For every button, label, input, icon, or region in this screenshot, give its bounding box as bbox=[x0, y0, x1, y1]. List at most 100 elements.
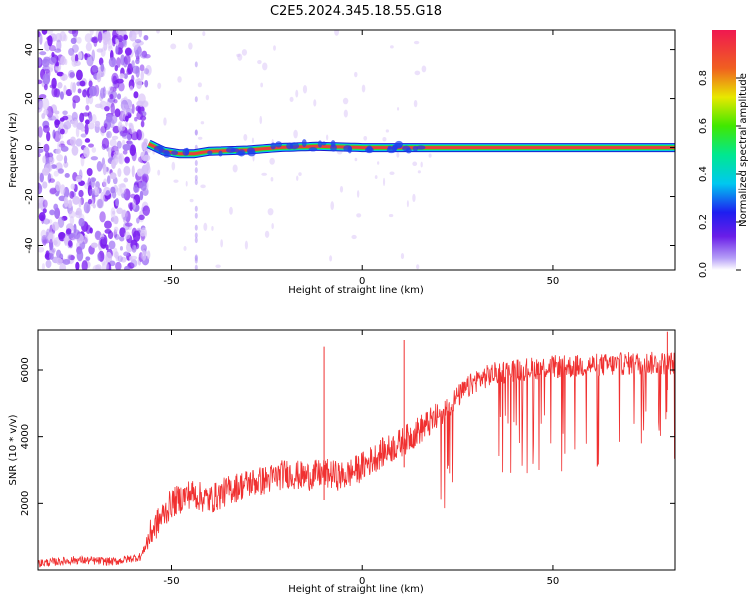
noise-blob bbox=[194, 237, 198, 244]
noise-blob bbox=[141, 141, 147, 151]
noise-blob bbox=[100, 125, 107, 134]
noise-blob bbox=[117, 155, 123, 164]
noise-blob bbox=[194, 212, 198, 219]
noise-blob bbox=[115, 261, 122, 270]
noise-blob bbox=[124, 47, 132, 56]
noise-blob bbox=[389, 171, 395, 176]
noise-blob bbox=[342, 97, 349, 105]
noise-blob bbox=[131, 244, 137, 253]
noise-blob bbox=[38, 57, 42, 67]
noise-blob bbox=[194, 179, 198, 186]
noise-blob bbox=[51, 77, 57, 89]
noise-blob bbox=[91, 113, 97, 124]
noise-blob bbox=[354, 71, 358, 78]
noise-blob bbox=[397, 107, 400, 111]
noise-blob bbox=[122, 149, 128, 155]
noise-blob bbox=[261, 172, 268, 176]
noise-blob bbox=[131, 60, 135, 69]
noise-blob bbox=[75, 138, 83, 147]
noise-blob bbox=[296, 175, 299, 181]
noise-blob bbox=[414, 70, 421, 76]
noise-blob bbox=[45, 149, 49, 161]
noise-blob bbox=[197, 82, 202, 88]
noise-blob bbox=[76, 36, 82, 44]
noise-blob bbox=[85, 42, 93, 52]
noise-blob bbox=[84, 33, 93, 43]
colorbar-tick-label: 0.8 bbox=[698, 70, 709, 86]
noise-blob bbox=[194, 174, 198, 181]
noise-blob bbox=[382, 137, 387, 142]
snr-frame bbox=[37, 329, 676, 571]
noise-blob bbox=[60, 55, 66, 66]
noise-blob bbox=[183, 245, 187, 251]
ridge-blob bbox=[330, 143, 337, 152]
noise-blob bbox=[99, 211, 106, 223]
noise-blob bbox=[109, 172, 117, 180]
noise-blob bbox=[356, 190, 360, 198]
noise-blob bbox=[55, 148, 61, 155]
noise-blob bbox=[80, 155, 85, 167]
noise-blob bbox=[390, 45, 394, 49]
noise-blob bbox=[75, 175, 82, 183]
ridge-blob bbox=[321, 141, 327, 146]
colorbar-label: Normalized spectral amplitude bbox=[738, 73, 749, 227]
noise-blob bbox=[53, 239, 58, 246]
noise-blob bbox=[313, 99, 317, 107]
noise-blob bbox=[63, 196, 68, 208]
noise-blob bbox=[144, 79, 149, 88]
colorbar-ticks: 0.0 0.2 0.4 0.6 0.8 bbox=[698, 70, 741, 278]
noise-blob bbox=[200, 184, 206, 189]
noise-blob bbox=[157, 82, 162, 89]
noise-blob bbox=[75, 126, 80, 138]
noise-blob bbox=[123, 34, 128, 41]
noise-blob bbox=[111, 135, 119, 140]
noise-blob bbox=[270, 176, 274, 182]
x-tick-label: -50 bbox=[163, 576, 179, 587]
noise-blob bbox=[42, 181, 48, 189]
noise-blob bbox=[194, 96, 198, 103]
noise-blob bbox=[84, 138, 91, 143]
noise-blob bbox=[124, 156, 130, 164]
ridge-blob bbox=[347, 145, 352, 154]
noise-blob bbox=[129, 85, 134, 92]
noise-blob bbox=[374, 175, 378, 179]
noise-blob bbox=[339, 185, 344, 193]
noise-blob bbox=[417, 170, 421, 174]
noise-blob bbox=[42, 125, 50, 133]
noise-blob bbox=[119, 73, 125, 79]
noise-blob bbox=[119, 236, 125, 242]
noise-blob bbox=[156, 30, 160, 34]
noise-blob bbox=[78, 198, 82, 208]
ridge-blob bbox=[366, 145, 373, 153]
noise-blob bbox=[82, 89, 88, 98]
noise-blob bbox=[84, 53, 91, 58]
noise-blob bbox=[298, 172, 302, 176]
noise-blob bbox=[108, 240, 116, 250]
noise-blob bbox=[88, 80, 93, 88]
noise-blob bbox=[49, 209, 55, 216]
noise-blob bbox=[49, 178, 55, 183]
noise-blob bbox=[197, 136, 203, 140]
noise-blob bbox=[131, 165, 135, 178]
noise-blob bbox=[96, 48, 104, 53]
y-tick-label: 2000 bbox=[20, 491, 31, 516]
noise-blob bbox=[136, 217, 140, 224]
noise-blob bbox=[126, 134, 132, 141]
spectrogram-y-label: Frequency (Hz) bbox=[8, 112, 19, 188]
noise-blob bbox=[112, 215, 119, 224]
noise-blob bbox=[41, 234, 48, 245]
noise-blob bbox=[90, 177, 97, 183]
noise-blob bbox=[96, 71, 102, 83]
noise-blob bbox=[64, 172, 70, 178]
noise-blob bbox=[62, 115, 69, 121]
noise-blob bbox=[85, 105, 90, 111]
noise-blob bbox=[75, 261, 80, 270]
y-tick-label: 20 bbox=[24, 92, 35, 105]
noise-blob bbox=[177, 76, 182, 83]
ridge-blob bbox=[164, 149, 170, 156]
noise-blob bbox=[211, 225, 214, 231]
noise-blob bbox=[99, 236, 107, 248]
noise-blob bbox=[130, 193, 136, 199]
noise-blob bbox=[82, 112, 90, 117]
noise-blob bbox=[102, 163, 107, 176]
